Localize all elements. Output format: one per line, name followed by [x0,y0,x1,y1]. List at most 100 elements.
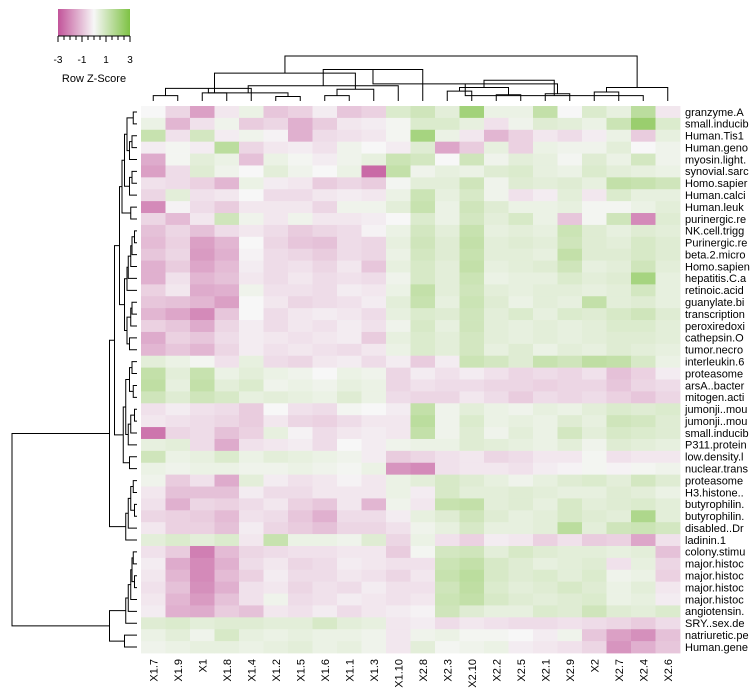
dendrogram-branch [201,92,228,101]
heatmap-cell [533,438,558,452]
dendrogram-branch [130,486,135,511]
heatmap-cell [141,224,166,238]
heatmap-cell [582,367,607,380]
heatmap-cell [239,129,264,143]
heatmap-cell [263,153,289,166]
heatmap-cell [141,165,166,178]
heatmap-cell [141,593,166,606]
heatmap-cell [141,462,166,476]
heatmap-cell [361,379,387,392]
heatmap-cell [459,296,485,309]
heatmap-cell [386,510,411,523]
heatmap-cell [410,462,436,476]
heatmap-cell [582,486,607,499]
heatmap-cell [655,248,681,261]
heatmap-cell [606,617,632,630]
heatmap-cell [239,355,264,369]
heatmap-cell [141,260,166,273]
heatmap-cell [214,308,240,321]
row-label: beta.2.micro [685,249,746,261]
heatmap-cell [606,557,632,571]
heatmap-cell [631,308,656,321]
heatmap-cell [239,498,264,511]
heatmap-cell [582,379,607,392]
heatmap-cell [141,581,166,594]
heatmap-cell [190,641,215,654]
heatmap-cell [190,284,215,297]
heatmap-cell [533,581,558,594]
heatmap-cell [557,450,583,464]
heatmap-cell [410,510,436,523]
heatmap-cell [582,106,607,119]
heatmap-cell [263,462,289,476]
heatmap-cell [459,474,485,487]
row-dendrogram [11,111,137,648]
heatmap-cell [459,165,485,178]
heatmap-cell [239,165,264,178]
heatmap-cell [165,534,191,547]
heatmap-cell [459,391,485,404]
heatmap-cell [582,498,607,511]
heatmap-cell [312,367,338,380]
heatmap-cell [533,189,558,202]
heatmap-cell [655,534,681,547]
heatmap-cell [631,427,656,440]
heatmap-cell [631,201,656,214]
heatmap-cell [582,522,607,535]
heatmap-cell [214,272,240,285]
heatmap-cell [508,438,534,452]
heatmap-cell [459,569,485,583]
row-label: peroxiredoxi [685,321,745,333]
heatmap-cell [410,379,436,392]
heatmap-cell [508,557,534,571]
heatmap-cell [508,569,534,583]
heatmap-cell [214,486,240,499]
heatmap-cell [312,141,338,154]
column-label: X2.1 [540,659,552,682]
heatmap-cell [484,106,509,119]
heatmap-cell [312,296,338,309]
heatmap-cell [484,569,509,583]
heatmap-cell [410,308,436,321]
heatmap-cell [288,581,313,594]
heatmap-cell [165,320,191,333]
heatmap-cell [263,331,289,345]
heatmap-cell [141,617,166,630]
heatmap-cell [606,415,632,428]
heatmap-cell [239,284,264,297]
heatmap-cell [508,224,534,238]
heatmap-cell [165,355,191,369]
column-label: X2.4 [638,659,650,682]
heatmap-cell [386,153,411,166]
heatmap-cell [557,320,583,333]
heatmap-cell [655,284,681,297]
row-label: arsA..bacter [685,380,745,392]
heatmap-cell [337,224,362,238]
heatmap-cell [557,617,583,630]
heatmap-cell [557,593,583,606]
heatmap-cell [386,106,411,119]
heatmap-cell [263,605,289,618]
heatmap-cell [337,153,362,166]
heatmap-cell [190,260,215,273]
heatmap-cell [606,106,632,119]
heatmap-cell [582,629,607,642]
heatmap-cell [557,106,583,119]
heatmap-cell [508,106,534,119]
heatmap-cell [410,320,436,333]
heatmap-cell [606,343,632,357]
heatmap-cell [141,438,166,452]
heatmap-cell [239,141,264,154]
color-key-ticks: -3 -1 1 3 [54,35,133,66]
dendrogram-branch [275,96,301,101]
heatmap-cell [165,308,191,321]
heatmap-cell [190,331,215,345]
heatmap-cell [386,486,411,499]
heatmap-cell [435,557,460,571]
heatmap-cell [239,581,264,594]
heatmap-cell [386,284,411,297]
dendrogram-branch [132,480,137,493]
heatmap-cell [557,581,583,594]
heatmap-cell [410,367,436,380]
heatmap-cell [165,641,191,654]
